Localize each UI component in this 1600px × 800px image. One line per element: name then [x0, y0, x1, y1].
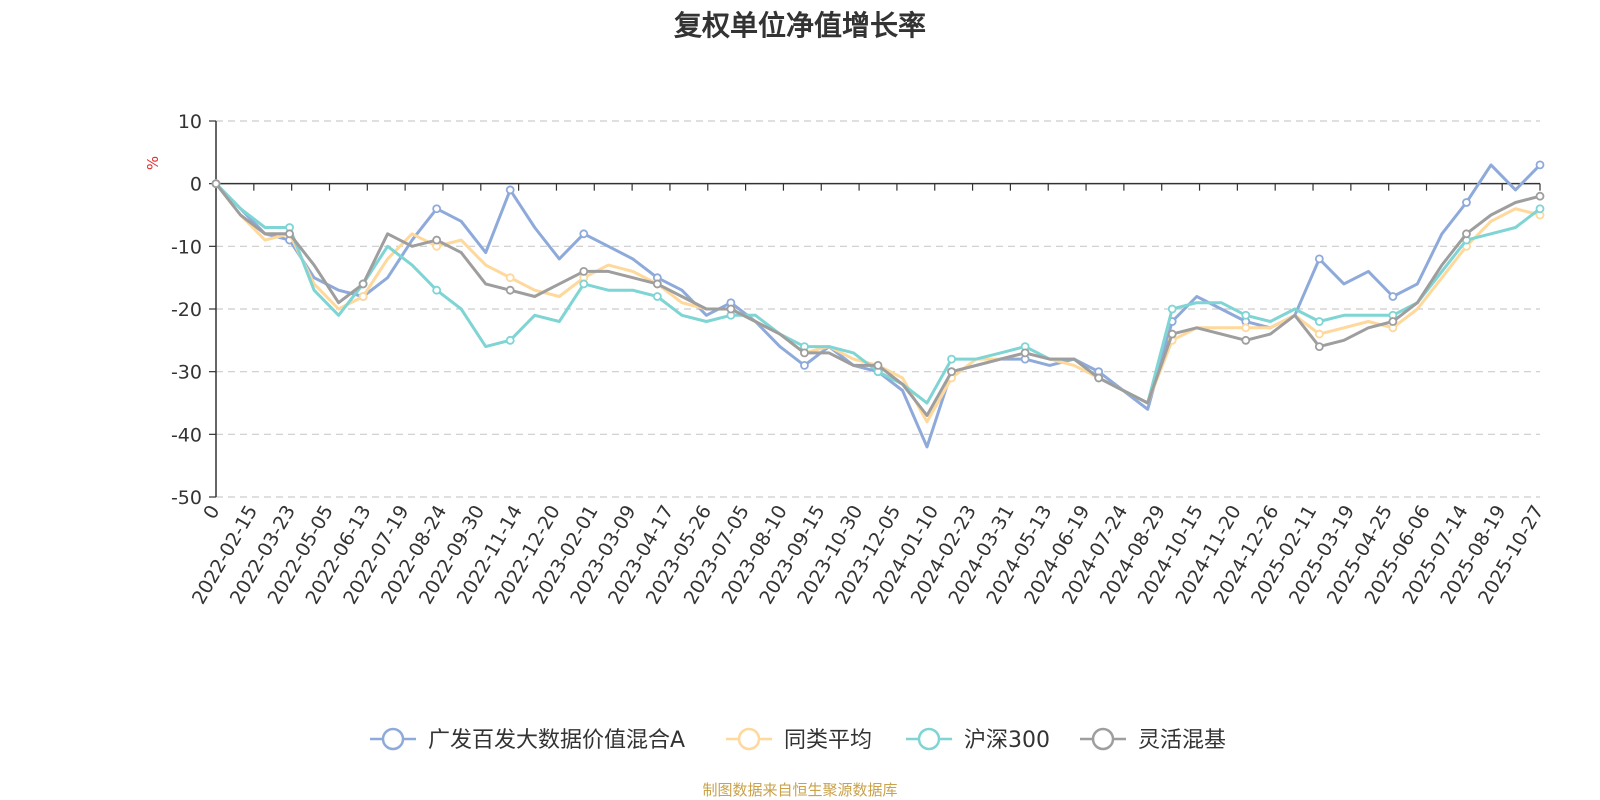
legend-item-0[interactable]: 广发百发大数据价值混合A — [370, 727, 685, 753]
legend-label: 灵活混基 — [1138, 728, 1226, 753]
series-line-3 — [214, 182, 1541, 417]
series-point — [873, 360, 883, 370]
series-point — [1314, 329, 1324, 339]
series-point — [1094, 373, 1104, 383]
series-point — [947, 367, 956, 377]
series-point — [579, 266, 589, 276]
series-point — [1314, 342, 1324, 352]
chart-title: 复权单位净值增长率 — [673, 9, 926, 42]
series-point — [1535, 160, 1545, 170]
series-point — [1167, 329, 1177, 339]
series-point — [358, 279, 368, 289]
y-tick-label: 10 — [178, 111, 202, 133]
series-point — [800, 348, 809, 358]
legend: 广发百发大数据价值混合A 同类平均 沪深300 灵活混基 — [370, 727, 1226, 753]
series-point — [947, 354, 956, 364]
y-axis-unit: % — [144, 156, 162, 170]
legend-label: 广发百发大数据价值混合A — [428, 728, 685, 753]
series-point — [505, 285, 515, 295]
series-group — [211, 160, 1545, 449]
y-tick-label: -30 — [171, 362, 202, 384]
series-point — [1388, 317, 1398, 326]
series-point — [358, 292, 368, 301]
source-note: 制图数据来自恒生聚源数据库 — [702, 781, 898, 799]
series-point — [579, 279, 589, 289]
series-point — [505, 335, 515, 345]
legend-label: 同类平均 — [784, 728, 872, 753]
legend-item-2[interactable]: 沪深300 — [906, 727, 1050, 753]
legend-swatch-marker — [381, 727, 405, 751]
y-tick-label: -20 — [171, 299, 202, 321]
legend-item-1[interactable]: 同类平均 — [726, 727, 872, 753]
series-point — [432, 204, 442, 214]
series-point — [1314, 317, 1324, 326]
series-point — [505, 273, 515, 283]
legend-label: 沪深300 — [964, 728, 1050, 753]
series-point — [1241, 310, 1251, 320]
series-point — [1462, 229, 1471, 239]
series-point — [1241, 323, 1251, 333]
series-point — [1167, 304, 1177, 314]
series-point — [800, 360, 809, 370]
legend-item-3[interactable]: 灵活混基 — [1080, 727, 1226, 753]
series-point — [1388, 292, 1398, 301]
series-point — [1314, 254, 1324, 264]
series-point — [432, 285, 442, 295]
series-point — [1535, 191, 1545, 201]
series-point — [652, 292, 662, 301]
series-point — [1462, 198, 1471, 207]
x-tick-label: 0 — [199, 502, 224, 523]
series-point — [1020, 348, 1030, 358]
y-tick-label: 0 — [190, 174, 202, 196]
legend-swatch-marker — [737, 727, 761, 751]
y-tick-label: -10 — [171, 236, 202, 258]
gridlines — [216, 120, 1540, 498]
series-point — [285, 229, 294, 239]
legend-swatch-marker — [917, 727, 941, 751]
series-point — [505, 185, 515, 195]
y-tick-label: -40 — [171, 424, 202, 446]
series-line-0 — [214, 163, 1542, 449]
series-point — [726, 304, 736, 314]
legend-swatch-marker — [1091, 727, 1115, 751]
series-point — [1241, 335, 1251, 345]
series-point — [579, 229, 589, 239]
series-point — [1535, 204, 1545, 214]
series-point — [652, 279, 662, 289]
series-line-1 — [214, 182, 1541, 424]
series-point — [432, 235, 442, 245]
series-point — [211, 179, 221, 189]
y-tick-label: -50 — [171, 487, 202, 509]
